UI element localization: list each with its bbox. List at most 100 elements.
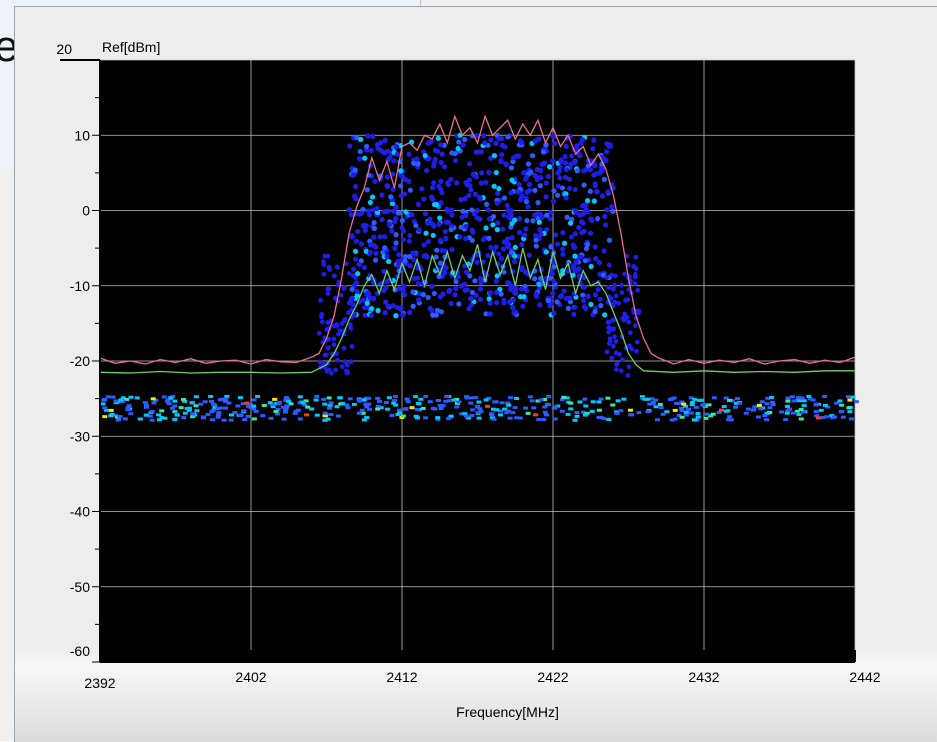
- density-mark: [120, 396, 126, 400]
- density-mark: [536, 285, 542, 291]
- density-mark: [618, 409, 624, 413]
- density-mark: [348, 359, 354, 365]
- density-mark: [466, 306, 472, 312]
- density-mark: [549, 271, 555, 277]
- density-mark: [421, 196, 427, 202]
- density-mark: [594, 188, 600, 195]
- density-mark: [510, 305, 516, 311]
- density-mark: [440, 291, 446, 297]
- density-mark: [796, 413, 802, 417]
- density-mark: [839, 410, 845, 414]
- density-mark: [626, 319, 632, 325]
- density-mark: [472, 191, 478, 197]
- density-mark: [358, 241, 365, 247]
- density-mark: [614, 367, 619, 372]
- density-mark: [459, 214, 465, 220]
- density-mark: [335, 414, 341, 418]
- density-mark: [818, 408, 824, 412]
- density-mark: [824, 415, 830, 419]
- density-mark: [244, 401, 250, 405]
- density-mark: [147, 414, 153, 418]
- density-mark: [592, 292, 598, 298]
- density-mark: [488, 244, 494, 251]
- axes: 20 10 0 -10 -20 -30 -40 -50 -60 2392 2402 2412 2422 2…: [56, 41, 880, 691]
- density-mark: [503, 161, 509, 167]
- density-mark: [557, 293, 564, 300]
- density-mark: [764, 412, 770, 416]
- density-mark: [519, 266, 525, 273]
- density-mark: [409, 406, 415, 410]
- density-mark: [562, 160, 569, 166]
- density-mark: [381, 268, 387, 274]
- density-mark: [657, 402, 663, 406]
- density-mark: [475, 411, 481, 415]
- density-mark: [437, 237, 444, 243]
- density-mark: [375, 407, 381, 411]
- density-mark: [396, 286, 402, 292]
- density-mark: [589, 409, 595, 413]
- density-mark: [382, 309, 388, 316]
- density-mark: [517, 416, 523, 420]
- density-mark: [352, 248, 359, 254]
- density-mark: [477, 216, 483, 222]
- density-mark: [401, 292, 408, 298]
- density-mark: [490, 407, 496, 411]
- density-mark: [850, 395, 856, 399]
- density-mark: [466, 177, 472, 183]
- density-mark: [784, 411, 790, 415]
- density-mark: [572, 208, 579, 214]
- density-mark: [498, 409, 504, 413]
- density-mark: [182, 411, 188, 415]
- density-mark: [118, 398, 124, 402]
- density-mark: [779, 410, 785, 414]
- density-mark: [398, 193, 404, 199]
- density-mark: [581, 228, 587, 234]
- density-mark: [551, 406, 557, 410]
- density-mark: [534, 176, 540, 183]
- density-mark: [573, 259, 579, 265]
- density-mark: [281, 417, 287, 421]
- density-mark: [498, 157, 504, 164]
- density-mark: [302, 403, 308, 407]
- density-mark: [156, 413, 162, 417]
- density-mark: [487, 290, 494, 296]
- density-mark: [691, 418, 697, 422]
- density-mark: [529, 153, 536, 159]
- density-mark: [349, 232, 355, 239]
- density-mark: [327, 406, 333, 410]
- density-mark: [269, 402, 275, 406]
- density-mark: [597, 296, 603, 302]
- density-mark: [583, 305, 589, 311]
- density-mark: [622, 271, 627, 277]
- density-mark: [438, 309, 445, 315]
- density-mark: [516, 216, 523, 222]
- density-mark: [439, 151, 445, 157]
- density-mark: [405, 400, 411, 404]
- density-mark: [526, 252, 532, 258]
- density-mark: [692, 397, 698, 401]
- density-mark: [452, 151, 458, 157]
- density-mark: [733, 401, 739, 405]
- density-mark: [381, 209, 387, 215]
- density-mark: [434, 201, 440, 208]
- density-mark: [633, 266, 639, 272]
- density-mark: [375, 396, 381, 400]
- density-mark: [493, 140, 499, 146]
- density-mark: [251, 417, 257, 421]
- density-mark: [473, 174, 479, 180]
- density-mark: [527, 395, 533, 399]
- density-mark: [151, 401, 157, 405]
- density-mark: [635, 287, 641, 293]
- density-mark: [649, 397, 655, 401]
- density-mark: [198, 402, 204, 406]
- density-mark: [439, 247, 445, 253]
- density-mark: [660, 412, 666, 416]
- density-mark: [524, 174, 530, 180]
- density-mark: [606, 329, 612, 335]
- density-mark: [371, 234, 377, 240]
- density-mark: [396, 263, 402, 269]
- density-mark: [596, 400, 602, 404]
- density-mark: [718, 408, 724, 412]
- density-mark: [570, 242, 576, 248]
- density-mark: [125, 408, 131, 412]
